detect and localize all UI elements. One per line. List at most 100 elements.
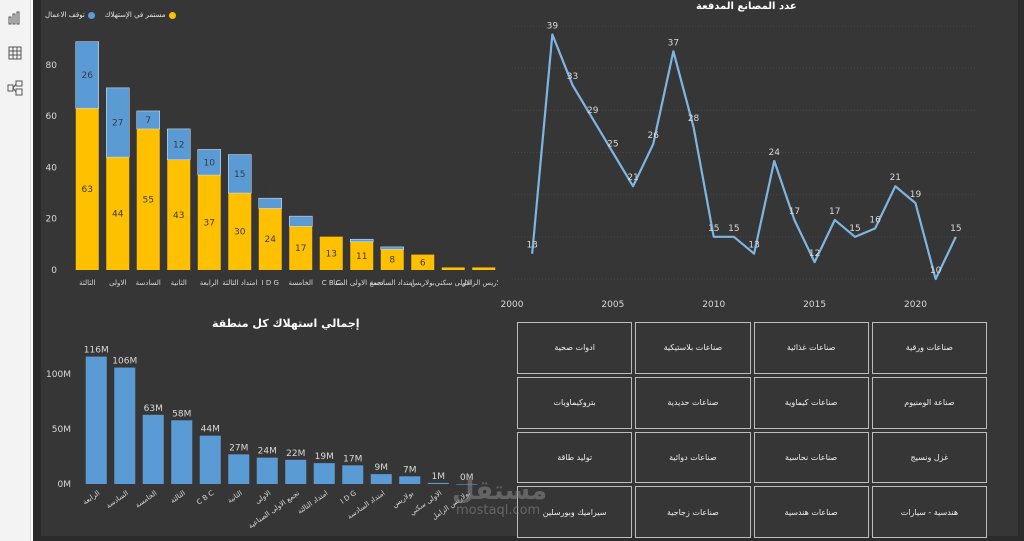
data-label: 39	[547, 21, 559, 31]
legend-item-continuing[interactable]: مستمر في الإستهلاك	[105, 11, 176, 19]
bar-segment	[441, 267, 465, 270]
bar-segment	[228, 193, 252, 270]
data-label: 4	[267, 188, 273, 198]
category-cell[interactable]: صناعة الومنيوم	[871, 376, 987, 429]
data-label: 37	[204, 219, 215, 229]
stacked-bar-chart: 0204060806326الثالثة4427الاولى557السادسة…	[46, 41, 498, 287]
x-tick-label: 2015	[803, 300, 826, 310]
data-label: 26	[647, 131, 659, 141]
x-tick-label: بولاريس	[391, 489, 415, 509]
data-label: 17	[789, 207, 800, 217]
data-label: 15	[728, 224, 739, 234]
data-label: 24	[769, 148, 781, 158]
x-tick-label: بولاريس	[411, 279, 435, 287]
legend-item-stopped[interactable]: توقف الاعمال	[45, 11, 95, 19]
data-label: 24M	[258, 447, 277, 457]
data-label: 44M	[201, 425, 220, 435]
legend-label-continuing: مستمر في الإستهلاك	[104, 11, 166, 19]
bar	[313, 463, 335, 484]
y-tick-label: 80	[46, 61, 58, 71]
category-cell[interactable]: توليد طاقة	[517, 431, 633, 484]
x-tick-label: I D G	[262, 279, 279, 287]
category-cell[interactable]: صناعات هندسية	[753, 486, 869, 538]
category-cell[interactable]: صناعات زجاجية	[635, 486, 751, 538]
model-view-button[interactable]	[5, 78, 25, 98]
x-tick-label: الاولى	[254, 489, 273, 505]
bar	[370, 474, 392, 484]
x-tick-label: C B C	[322, 279, 341, 287]
category-cell[interactable]: سيراميك وبورسلين	[517, 486, 633, 538]
data-label: 25	[607, 140, 618, 150]
data-label: 17	[295, 244, 306, 254]
y-tick-label: 20	[46, 215, 58, 225]
y-tick-label: 0M	[58, 480, 72, 490]
data-label: 12	[173, 140, 184, 150]
table-icon	[8, 46, 22, 60]
bar	[285, 459, 307, 484]
model-icon	[7, 80, 23, 96]
x-tick-label: بولاريس الزامل	[461, 279, 498, 287]
category-cell[interactable]: صناعات غذائية	[753, 322, 869, 374]
x-tick-label: C B C	[195, 489, 215, 507]
bar-segment	[167, 159, 191, 270]
data-view-button[interactable]	[5, 43, 25, 63]
bar-segment	[350, 238, 374, 243]
data-label: 13	[526, 241, 537, 251]
data-label: 63	[82, 185, 93, 195]
series-line	[531, 33, 957, 281]
data-label: 21	[627, 173, 638, 183]
data-label: 63M	[144, 404, 163, 414]
bar-segment	[75, 41, 99, 109]
x-tick-label: 2010	[702, 300, 725, 310]
x-tick-label: امتداد الثالثة	[296, 489, 329, 516]
category-cell[interactable]: صناعات دوائية	[635, 431, 751, 484]
x-tick-label: الرابعة	[81, 489, 101, 506]
bar-segment	[258, 208, 282, 270]
bar	[171, 420, 193, 484]
data-label: 44	[112, 210, 124, 220]
data-label: 15	[234, 170, 245, 180]
category-cell[interactable]: صناعات كيماوية	[753, 376, 869, 429]
data-label: 43	[173, 211, 184, 221]
category-cell[interactable]: ادوات صحية	[517, 322, 633, 374]
data-label: 10	[204, 158, 216, 168]
category-cell[interactable]: هندسية - سيارات	[871, 486, 987, 538]
line-chart-title: عدد المصانع المدفعة	[696, 1, 797, 12]
x-tick-label: الاولى سكني	[435, 279, 472, 287]
category-cell[interactable]: صناعات بلاستيكية	[635, 322, 751, 374]
bar	[342, 465, 364, 484]
data-label: 7	[145, 116, 151, 126]
data-label: 7M	[403, 465, 417, 475]
data-label: 1M	[432, 472, 446, 482]
bar-chart-icon	[8, 11, 20, 25]
x-tick-label: الخامسة	[289, 279, 314, 287]
chart-legend: مستمر في الإستهلاك توقف الاعمال	[45, 11, 176, 19]
data-label: 0M	[460, 473, 474, 483]
bar-segment	[380, 246, 404, 250]
data-label: 22M	[286, 449, 305, 459]
data-label: 116M	[84, 346, 109, 356]
category-cell[interactable]: صناعات ورقية	[871, 322, 987, 374]
data-label: 37	[668, 38, 679, 48]
bar-segment	[380, 249, 404, 270]
category-cell[interactable]: صناعات نحاسية	[753, 431, 869, 484]
category-grid: ادوات صحية صناعات بلاستيكية صناعات غذائي…	[517, 322, 987, 538]
region-bar-chart: 0M 50M 100M 116M الرابعة 106M السادسة 63M الخامس…	[46, 346, 478, 530]
category-cell[interactable]: غزل ونسيج	[871, 431, 987, 484]
report-view-button[interactable]	[5, 8, 25, 28]
y-tick-label: 0	[51, 266, 57, 276]
category-cell[interactable]: بتروكيماويات	[517, 376, 633, 429]
data-label: 27	[112, 119, 123, 129]
data-label: 6	[420, 258, 426, 268]
bar	[85, 356, 107, 484]
data-label: 28	[688, 114, 700, 124]
bar-segment	[289, 226, 313, 270]
x-tick-label: السادسة	[136, 279, 161, 287]
data-label: 106M	[112, 357, 137, 367]
category-cell[interactable]: صناعات حديدية	[635, 376, 751, 429]
data-label: 15	[950, 224, 961, 234]
bar-segment	[106, 87, 130, 158]
data-label: 12	[809, 249, 820, 259]
data-label: 17M	[343, 454, 362, 464]
bar-segment	[197, 149, 221, 176]
